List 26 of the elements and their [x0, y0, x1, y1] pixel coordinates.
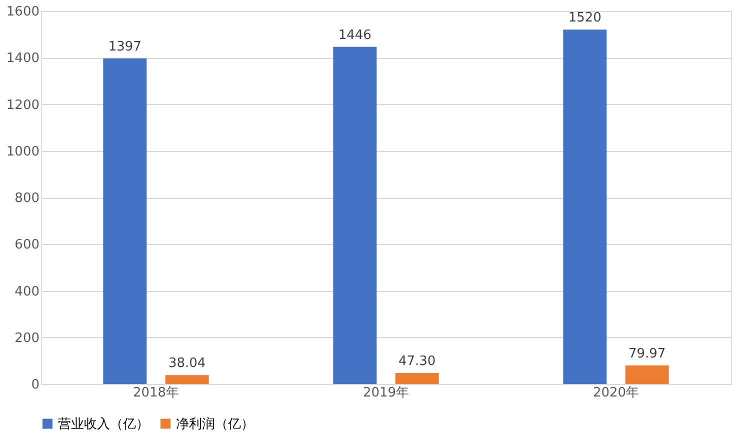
legend-label: 营业收入（亿） [58, 416, 149, 432]
bar [103, 58, 147, 384]
y-tick-label: 1600 [6, 4, 40, 20]
data-label: 1520 [568, 10, 602, 26]
y-tick-label: 200 [14, 330, 40, 346]
data-label: 1397 [108, 39, 142, 54]
bar [165, 375, 209, 384]
x-tick-label: 2019年 [362, 386, 410, 400]
bar [395, 372, 439, 384]
data-label: 1446 [338, 28, 372, 43]
y-tick-label: 800 [14, 191, 40, 206]
data-label: 79.97 [628, 346, 666, 362]
y-tick-label: 0 [31, 378, 40, 392]
data-label: 38.04 [168, 356, 206, 372]
x-tick-label: 2020年 [592, 386, 640, 400]
y-tick-label: 400 [14, 284, 40, 300]
bar [563, 30, 607, 384]
bar [625, 365, 669, 384]
y-tick-label: 1200 [6, 98, 40, 113]
x-tick-label: 2018年 [132, 386, 180, 400]
data-label: 47.30 [398, 354, 436, 369]
y-tick-label: 600 [14, 238, 40, 253]
legend-label: 净利润（亿） [176, 416, 254, 432]
bar [333, 46, 377, 384]
y-tick-label: 1400 [6, 51, 40, 66]
y-tick-label: 1000 [6, 144, 40, 160]
